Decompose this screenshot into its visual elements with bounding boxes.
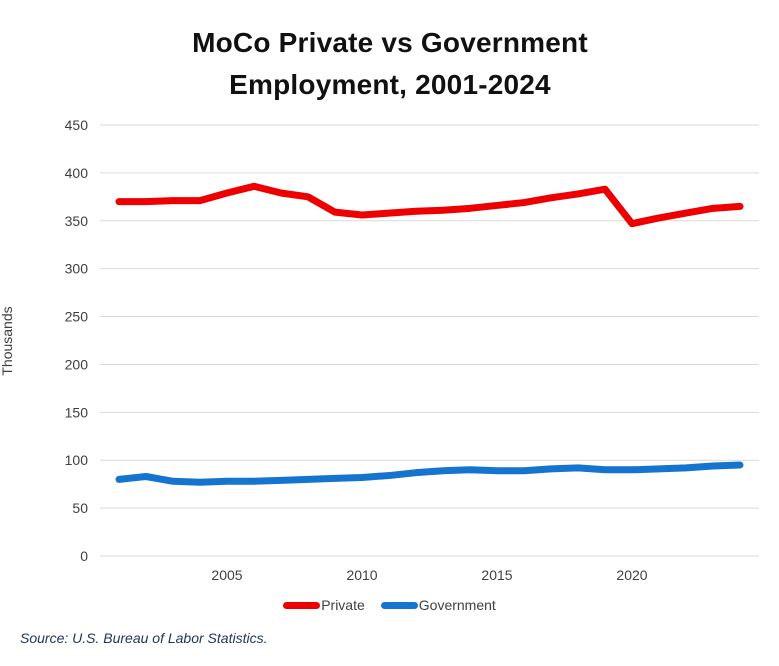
government-line-swatch [380, 601, 418, 609]
legend-item-private: Private [283, 597, 365, 613]
y-tick-300: 300 [65, 261, 89, 277]
x-tick-2010: 2010 [346, 567, 377, 583]
y-tick-100: 100 [65, 452, 89, 468]
legend-label-private: Private [321, 597, 365, 613]
y-tick-150: 150 [65, 404, 89, 420]
y-tick-450: 450 [65, 117, 89, 133]
y-tick-200: 200 [65, 356, 89, 372]
private-line-swatch [283, 601, 321, 609]
series-line-government [115, 461, 744, 486]
series-line-private [115, 182, 744, 228]
legend-label-government: Government [418, 597, 496, 613]
x-tick-2005: 2005 [211, 567, 242, 583]
chart-title: MoCo Private vs Government Employment, 2… [192, 27, 588, 100]
y-tick-0: 0 [80, 548, 88, 564]
x-tick-2020: 2020 [616, 567, 647, 583]
legend-item-government: Government [380, 597, 496, 613]
y-tick-50: 50 [72, 500, 88, 516]
y-tick-350: 350 [65, 213, 89, 229]
y-tick-250: 250 [65, 309, 89, 325]
source-note: Source: U.S. Bureau of Labor Statistics. [20, 630, 268, 646]
chart-legend: Private Government [0, 597, 779, 613]
x-tick-2015: 2015 [481, 567, 512, 583]
y-tick-400: 400 [65, 165, 89, 181]
